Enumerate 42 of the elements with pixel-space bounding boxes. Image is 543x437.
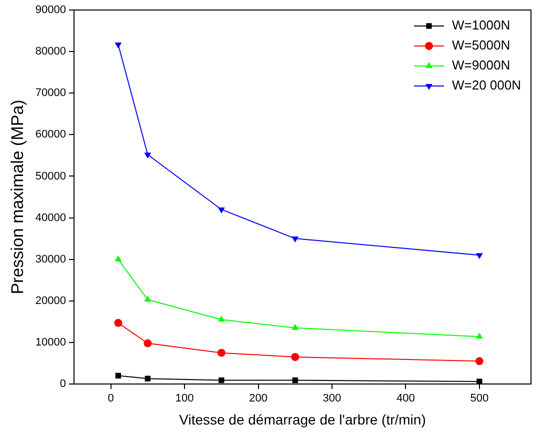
x-tick-label: 0	[108, 392, 114, 405]
y-tick-label: 20000	[35, 294, 66, 307]
point	[475, 357, 484, 366]
point	[115, 372, 122, 379]
y-tick-label: 40000	[35, 212, 66, 224]
point	[292, 377, 298, 384]
x-tick-label: 300	[322, 392, 342, 405]
y-tick-label: 10000	[35, 336, 66, 348]
legend-label: W=20 000N	[452, 78, 522, 93]
point	[144, 376, 151, 382]
point	[218, 316, 225, 322]
y-tick-label: 80000	[35, 46, 66, 58]
legend-label: W=5000N	[452, 38, 510, 53]
point	[144, 296, 152, 302]
x-tick-label: 500	[470, 392, 489, 405]
point	[114, 255, 122, 262]
legend-label: W=9000N	[452, 58, 510, 73]
point	[114, 42, 122, 48]
point	[217, 348, 226, 357]
legend-label: W=1000N	[452, 18, 510, 33]
y-tick-label: 70000	[35, 87, 66, 100]
y-tick-label: 30000	[35, 253, 66, 266]
x-tick-label: 100	[175, 392, 194, 405]
y-tick-label: 50000	[35, 170, 66, 182]
x-tick-label: 200	[249, 392, 268, 405]
point	[476, 378, 482, 384]
point	[476, 253, 483, 260]
point	[144, 152, 152, 159]
point	[292, 324, 299, 330]
x-tick-label: 400	[396, 392, 415, 405]
point	[218, 207, 225, 214]
y-tick-label: 90000	[35, 4, 66, 16]
point	[292, 236, 299, 243]
y-tick-label: 0	[60, 378, 66, 390]
point	[218, 377, 224, 384]
x-axis-title: Vitesse de démarrage de l'arbre (tr/min)	[179, 411, 426, 428]
point	[144, 339, 152, 348]
point	[476, 332, 483, 339]
point	[291, 352, 300, 361]
y-tick-label: 60000	[35, 128, 66, 141]
point	[114, 318, 122, 327]
y-axis-title: Pression maximale (MPa)	[8, 100, 27, 294]
